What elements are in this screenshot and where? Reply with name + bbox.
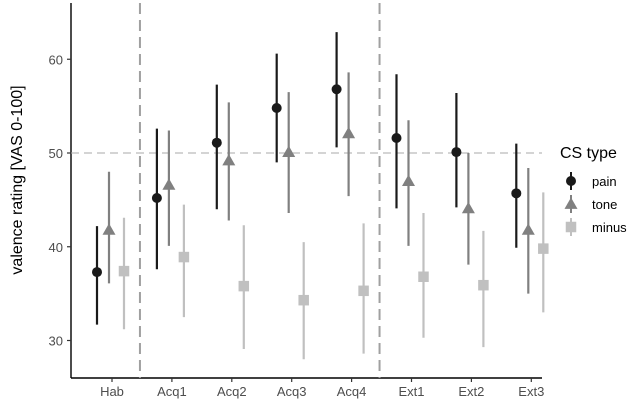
point-tone [222,154,236,166]
legend-key-tone [564,197,578,209]
point-pain [391,133,402,143]
point-pain [271,103,282,113]
point-minus [238,280,250,292]
point-minus [478,279,489,291]
y-axis-title: valence rating [VAS 0-100] [9,85,26,274]
x-tick-label: Ext3 [518,384,544,399]
point-minus [358,285,369,297]
point-pain [511,188,522,199]
x-tick-label: Hab [100,384,124,399]
legend-key-minus [565,221,577,233]
point-pain [92,267,102,278]
point-minus [118,265,130,277]
point-tone [402,174,415,186]
y-tick-label: 40 [49,240,63,255]
point-minus [178,251,190,263]
legend-label-minus: minus [592,220,627,235]
y-tick-label: 50 [49,146,63,161]
point-pain [151,193,162,203]
legend-label-pain: pain [592,174,617,189]
point-tone [521,223,535,235]
x-tick-label: Acq3 [277,384,307,399]
x-tick-label: Ext2 [458,384,484,399]
x-tick-label: Acq2 [217,384,247,399]
point-minus [538,243,549,254]
point-tone [461,201,475,214]
point-minus [418,271,429,282]
point-pain [451,147,462,158]
point-pain [211,137,222,148]
point-tone [162,178,176,190]
x-tick-label: Acq4 [337,384,367,399]
x-tick-label: Acq1 [157,384,187,399]
point-tone [342,126,356,139]
legend-label-tone: tone [592,197,617,212]
y-tick-label: 60 [49,52,63,67]
y-tick-label: 30 [49,334,63,349]
legend-title: CS type [560,145,617,162]
point-tone [282,145,296,157]
point-tone [102,223,116,235]
point-minus [298,294,309,306]
point-pain [331,84,342,95]
legend-key-pain [566,176,576,186]
x-tick-label: Ext1 [398,384,424,399]
